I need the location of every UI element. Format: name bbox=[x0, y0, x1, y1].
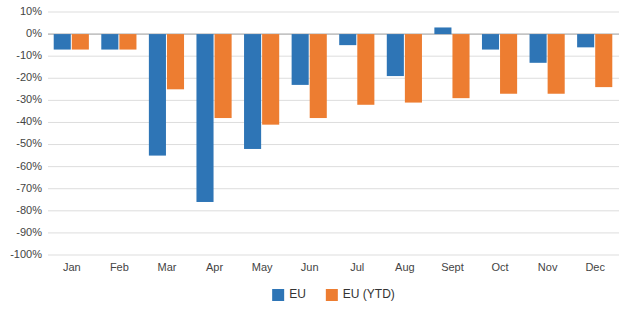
bar bbox=[72, 34, 89, 49]
x-tick-label: Jul bbox=[350, 261, 364, 273]
bar bbox=[339, 34, 356, 45]
x-tick-label: Dec bbox=[585, 261, 605, 273]
legend-label: EU (YTD) bbox=[343, 287, 395, 301]
bar bbox=[149, 34, 166, 156]
bar bbox=[434, 27, 451, 34]
bar bbox=[310, 34, 327, 118]
x-tick-label: Apr bbox=[206, 261, 223, 273]
x-tick-label: Oct bbox=[491, 261, 508, 273]
x-tick-label: Sept bbox=[441, 261, 464, 273]
grid-line bbox=[48, 100, 619, 101]
x-tick-label: Jan bbox=[63, 261, 81, 273]
y-tick-label: -70% bbox=[16, 182, 42, 194]
bar bbox=[101, 34, 118, 49]
bar bbox=[215, 34, 232, 118]
bar bbox=[405, 34, 422, 102]
grid-line bbox=[48, 188, 619, 189]
x-tick-label: May bbox=[252, 261, 273, 273]
bar bbox=[452, 34, 469, 98]
legend-swatch bbox=[272, 289, 284, 301]
legend: EU EU (YTD) bbox=[272, 287, 395, 301]
legend-label: EU bbox=[289, 287, 306, 301]
bar bbox=[595, 34, 612, 87]
bar bbox=[292, 34, 309, 85]
x-tick-label: Aug bbox=[395, 261, 415, 273]
bars bbox=[54, 27, 613, 202]
grid-line bbox=[48, 166, 619, 167]
grid-line bbox=[48, 144, 619, 145]
bar bbox=[167, 34, 184, 89]
legend-item: EU bbox=[272, 287, 306, 301]
bar bbox=[119, 34, 136, 49]
bar bbox=[500, 34, 517, 94]
bar bbox=[196, 34, 213, 202]
y-tick-label: 10% bbox=[20, 5, 42, 17]
y-tick-label: -40% bbox=[16, 115, 42, 127]
bar bbox=[262, 34, 279, 125]
x-tick-label: Feb bbox=[110, 261, 129, 273]
y-tick-label: 0% bbox=[26, 27, 42, 39]
bar bbox=[548, 34, 565, 94]
y-tick-label: -90% bbox=[16, 226, 42, 238]
y-tick-label: -60% bbox=[16, 160, 42, 172]
bar bbox=[387, 34, 404, 76]
grid-line bbox=[48, 255, 619, 256]
y-tick-label: -50% bbox=[16, 137, 42, 149]
x-tick-label: Nov bbox=[538, 261, 558, 273]
grid bbox=[48, 12, 619, 255]
bar bbox=[482, 34, 499, 49]
grid-line bbox=[48, 78, 619, 79]
grid-line bbox=[48, 232, 619, 233]
bar bbox=[530, 34, 547, 63]
legend-swatch bbox=[326, 289, 338, 301]
bar bbox=[577, 34, 594, 47]
x-tick-label: Mar bbox=[157, 261, 176, 273]
bar bbox=[357, 34, 374, 105]
legend-item: EU (YTD) bbox=[326, 287, 395, 301]
grid-line bbox=[48, 210, 619, 211]
x-tick-label: Jun bbox=[301, 261, 319, 273]
y-tick-label: -30% bbox=[16, 93, 42, 105]
grid-line bbox=[48, 122, 619, 123]
bar bbox=[54, 34, 71, 49]
y-tick-label: -100% bbox=[10, 248, 42, 260]
y-tick-label: -10% bbox=[16, 49, 42, 61]
y-tick-label: -80% bbox=[16, 204, 42, 216]
y-tick-label: -20% bbox=[16, 71, 42, 83]
chart: 10% 0% -10% -20% -30% -40% -50% -60% -70% -80% -90… bbox=[0, 0, 631, 311]
grid-line bbox=[48, 12, 619, 13]
bar bbox=[244, 34, 261, 149]
